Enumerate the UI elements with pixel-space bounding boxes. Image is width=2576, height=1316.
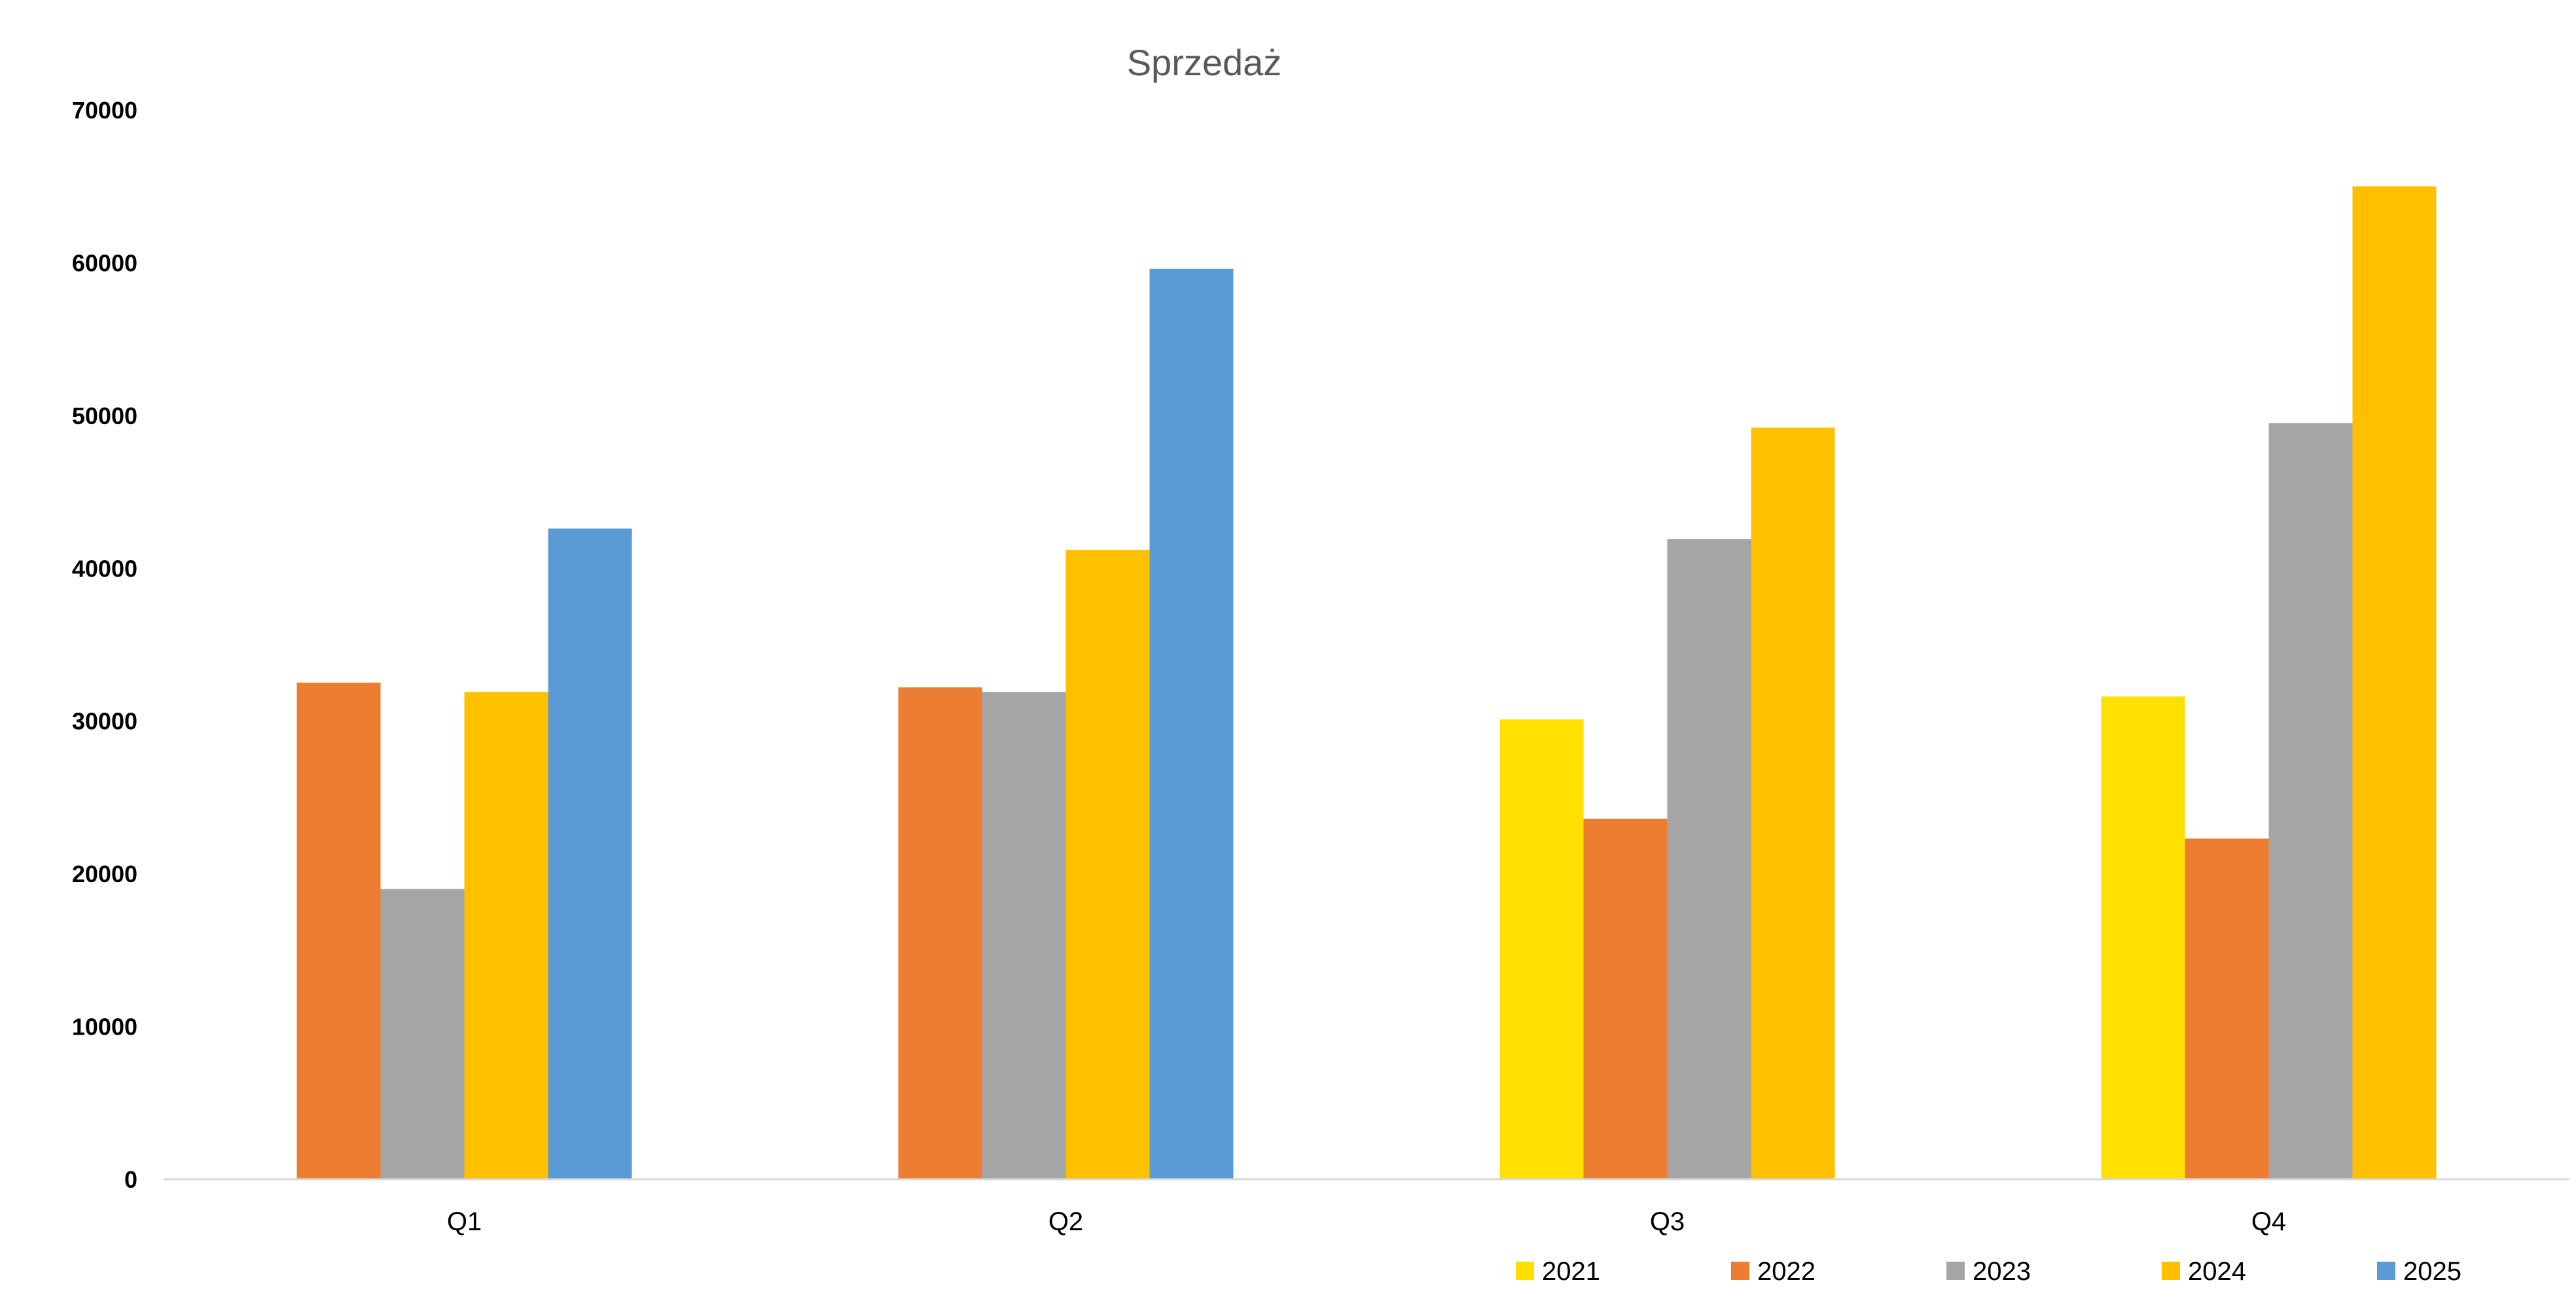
bar-q1-2022 (296, 683, 381, 1179)
legend-label-2021: 2021 (1542, 1257, 1600, 1286)
legend-swatch-2025 (2377, 1262, 2395, 1280)
y-tick-label: 40000 (72, 555, 137, 582)
legend-swatch-2021 (1516, 1262, 1534, 1280)
bar-q2-2022 (898, 687, 982, 1179)
bar-q3-2024 (1751, 427, 1835, 1179)
y-tick-label: 20000 (72, 861, 137, 887)
x-tick-label-q3: Q3 (1650, 1207, 1685, 1236)
y-axis-tick-labels: 0 10000 20000 30000 40000 50000 60000 70000 (72, 97, 137, 1193)
bar-q3-2021 (1499, 719, 1584, 1179)
bar-q1-2023 (380, 889, 465, 1179)
x-tick-label-q2: Q2 (1048, 1207, 1083, 1236)
y-tick-label: 10000 (72, 1014, 137, 1040)
bar-q4-2021 (2101, 696, 2185, 1179)
y-tick-label: 0 (124, 1166, 137, 1193)
bar-series-group (296, 186, 2437, 1179)
bar-q1-2025 (548, 528, 632, 1179)
bar-q1-2024 (464, 692, 548, 1179)
bar-q2-2025 (1149, 268, 1234, 1179)
x-tick-label-q1: Q1 (447, 1207, 482, 1236)
legend-label-2023: 2023 (1973, 1257, 2031, 1286)
x-axis-tick-labels: Q1 Q2 Q3 Q4 (447, 1207, 2286, 1236)
bar-q3-2023 (1667, 539, 1751, 1179)
bar-q2-2024 (1065, 550, 1150, 1179)
bar-q2-2023 (982, 692, 1066, 1179)
legend-label-2022: 2022 (1757, 1257, 1816, 1286)
y-tick-label: 60000 (72, 249, 137, 276)
legend-swatch-2022 (1731, 1262, 1749, 1280)
chart-title: Sprzedaż (1127, 42, 1282, 83)
y-tick-label: 30000 (72, 708, 137, 735)
x-tick-label-q4: Q4 (2251, 1207, 2286, 1236)
bar-q4-2022 (2185, 838, 2269, 1179)
bar-q3-2022 (1583, 819, 1668, 1179)
y-tick-label: 50000 (72, 402, 137, 429)
legend-swatch-2024 (2162, 1262, 2180, 1280)
legend-swatch-2023 (1946, 1262, 1965, 1280)
bar-q4-2024 (2352, 186, 2437, 1179)
y-tick-label: 70000 (72, 97, 137, 124)
bar-q4-2023 (2268, 423, 2353, 1179)
legend: 2021 2022 2023 2024 2025 (1516, 1257, 2461, 1286)
legend-label-2024: 2024 (2188, 1257, 2246, 1286)
legend-label-2025: 2025 (2403, 1257, 2461, 1286)
